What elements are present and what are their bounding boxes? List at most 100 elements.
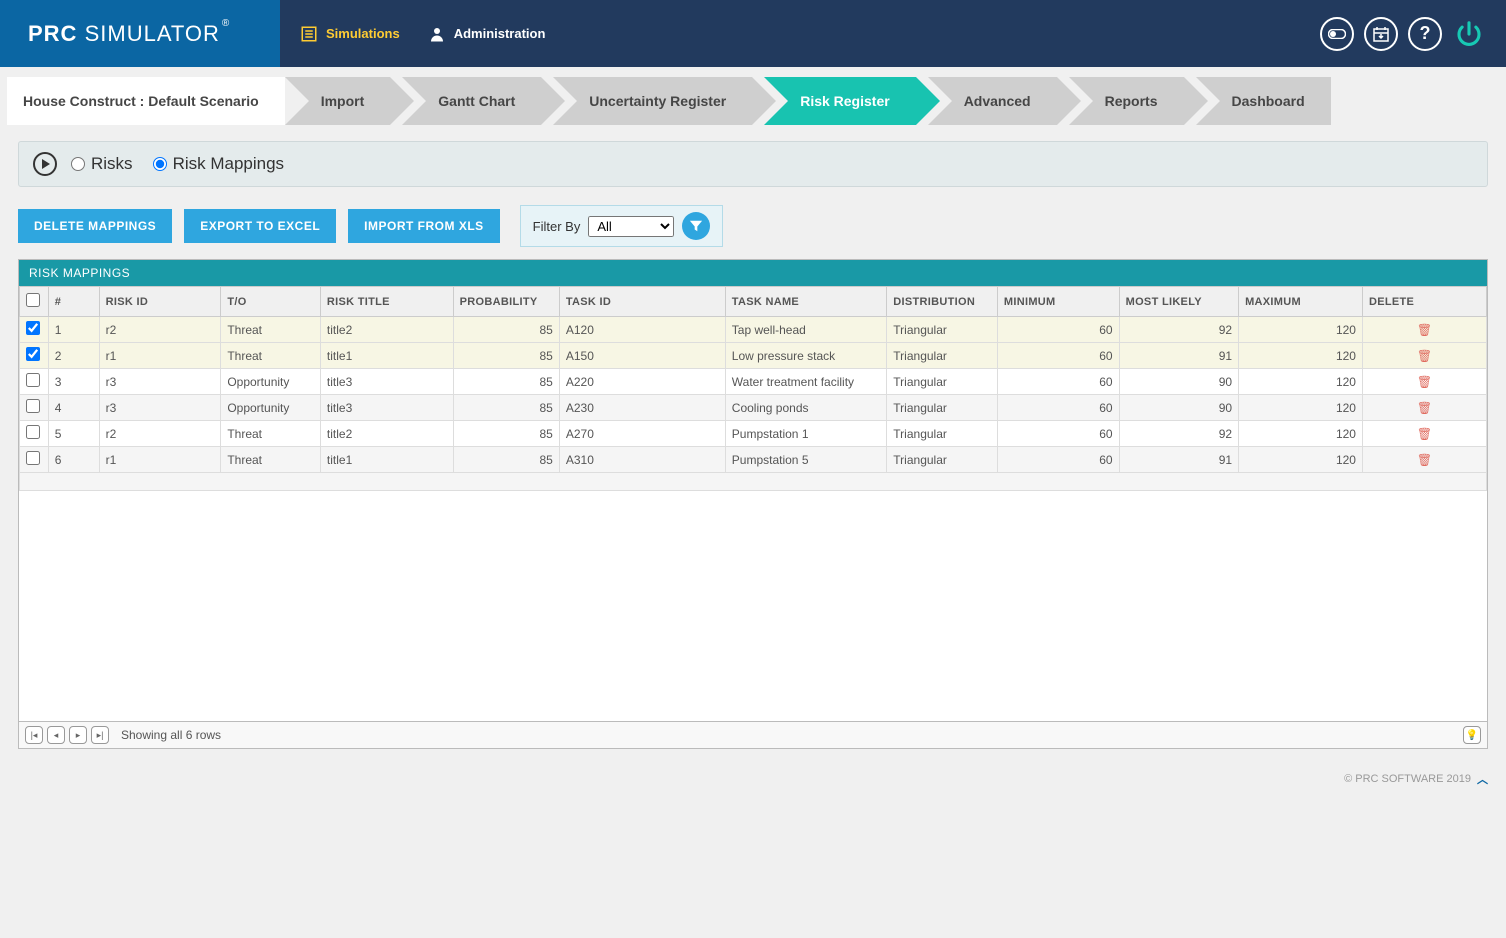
cell-to: Threat [221,421,321,447]
scroll-top-icon[interactable]: ︿ [1477,771,1488,787]
col-dist[interactable]: DISTRIBUTION [887,287,998,317]
cell-dist: Triangular [887,317,998,343]
page-last-button[interactable]: ▸| [91,726,109,744]
cell-delete[interactable]: 🗑 [1362,343,1486,369]
cell-max: 120 [1239,369,1363,395]
cell-ml: 92 [1119,317,1238,343]
grid-reset-icon[interactable]: 💡 [1463,726,1481,744]
tab-risk-register[interactable]: Risk Register [764,77,915,125]
col-risktitle[interactable]: RISK TITLE [320,287,453,317]
trash-icon[interactable]: 🗑 [1369,323,1480,337]
help-icon[interactable]: ? [1408,17,1442,51]
row-check[interactable] [20,317,49,343]
col-taskname[interactable]: TASK NAME [725,287,887,317]
nav-simulations[interactable]: Simulations [300,25,400,43]
tab-reports[interactable]: Reports [1069,77,1184,125]
col-num[interactable]: # [48,287,99,317]
radio-risks-input[interactable] [71,157,85,171]
grid-whitespace [19,491,1487,721]
select-all-checkbox[interactable] [26,293,40,307]
tab-dashboard-label: Dashboard [1232,93,1305,109]
row-check[interactable] [20,343,49,369]
cell-delete[interactable]: 🗑 [1362,421,1486,447]
filter-label: Filter By [533,219,581,234]
row-checkbox[interactable] [26,373,40,387]
cell-delete[interactable]: 🗑 [1362,395,1486,421]
col-prob[interactable]: PROBABILITY [453,287,559,317]
cell-prob: 85 [453,395,559,421]
col-check[interactable] [20,287,49,317]
tab-dashboard[interactable]: Dashboard [1196,77,1331,125]
row-check[interactable] [20,447,49,473]
trash-icon[interactable]: 🗑 [1369,375,1480,389]
col-to[interactable]: T/O [221,287,321,317]
trash-icon[interactable]: 🗑 [1369,427,1480,441]
filter-icon[interactable] [682,212,710,240]
page-next-button[interactable]: ▸ [69,726,87,744]
tab-import[interactable]: Import [285,77,391,125]
row-checkbox[interactable] [26,399,40,413]
col-ml[interactable]: MOST LIKELY [1119,287,1238,317]
row-check[interactable] [20,395,49,421]
row-checkbox[interactable] [26,347,40,361]
cell-prob: 85 [453,343,559,369]
cell-delete[interactable]: 🗑 [1362,447,1486,473]
cell-ml: 91 [1119,447,1238,473]
cell-title: title2 [320,421,453,447]
cell-prob: 85 [453,421,559,447]
cell-max: 120 [1239,447,1363,473]
copyright: © PRC SOFTWARE 2019 ︿ [1344,771,1488,787]
page-first-button[interactable]: |◂ [25,726,43,744]
table-row[interactable]: 3r3Opportunitytitle385A220Water treatmen… [20,369,1487,395]
cell-to: Opportunity [221,369,321,395]
table-row[interactable]: 6r1Threattitle185A310Pumpstation 5Triang… [20,447,1487,473]
delete-mappings-button[interactable]: DELETE MAPPINGS [18,209,172,243]
table-row[interactable]: 5r2Threattitle285A270Pumpstation 1Triang… [20,421,1487,447]
cell-delete[interactable]: 🗑 [1362,317,1486,343]
cell-num: 5 [48,421,99,447]
action-row: DELETE MAPPINGS EXPORT TO EXCEL IMPORT F… [18,205,1488,247]
blank-row [20,473,1487,491]
cell-title: title1 [320,343,453,369]
power-icon[interactable] [1452,17,1486,51]
import-xls-button[interactable]: IMPORT FROM XLS [348,209,500,243]
nav-administration-label: Administration [454,26,546,41]
cell-delete[interactable]: 🗑 [1362,369,1486,395]
run-icon[interactable] [33,152,57,176]
tab-scenario[interactable]: House Construct : Default Scenario [7,77,285,125]
toggle-icon[interactable] [1320,17,1354,51]
cell-min: 60 [997,421,1119,447]
row-checkbox[interactable] [26,425,40,439]
cell-taskid: A230 [559,395,725,421]
tab-advanced[interactable]: Advanced [928,77,1057,125]
col-taskid[interactable]: TASK ID [559,287,725,317]
col-del[interactable]: DELETE [1362,287,1486,317]
nav-administration[interactable]: Administration [428,25,546,43]
row-checkbox[interactable] [26,451,40,465]
radio-risk-mappings-input[interactable] [153,157,167,171]
tab-gantt[interactable]: Gantt Chart [402,77,541,125]
trash-icon[interactable]: 🗑 [1369,453,1480,467]
cell-riskid: r2 [99,317,221,343]
trash-icon[interactable]: 🗑 [1369,349,1480,363]
filter-select[interactable]: All [588,216,674,237]
col-riskid[interactable]: RISK ID [99,287,221,317]
brand-logo[interactable]: PRC SIMULATOR ® [0,0,280,67]
row-checkbox[interactable] [26,321,40,335]
table-row[interactable]: 4r3Opportunitytitle385A230Cooling pondsT… [20,395,1487,421]
calendar-icon[interactable] [1364,17,1398,51]
radio-risks[interactable]: Risks [71,154,133,174]
radio-risk-mappings[interactable]: Risk Mappings [153,154,285,174]
col-min[interactable]: MINIMUM [997,287,1119,317]
cell-riskid: r1 [99,447,221,473]
trash-icon[interactable]: 🗑 [1369,401,1480,415]
nav-simulations-label: Simulations [326,26,400,41]
page-prev-button[interactable]: ◂ [47,726,65,744]
row-check[interactable] [20,421,49,447]
table-row[interactable]: 2r1Threattitle185A150Low pressure stackT… [20,343,1487,369]
export-excel-button[interactable]: EXPORT TO EXCEL [184,209,336,243]
row-check[interactable] [20,369,49,395]
col-max[interactable]: MAXIMUM [1239,287,1363,317]
tab-uncertainty[interactable]: Uncertainty Register [553,77,752,125]
table-row[interactable]: 1r2Threattitle285A120Tap well-headTriang… [20,317,1487,343]
